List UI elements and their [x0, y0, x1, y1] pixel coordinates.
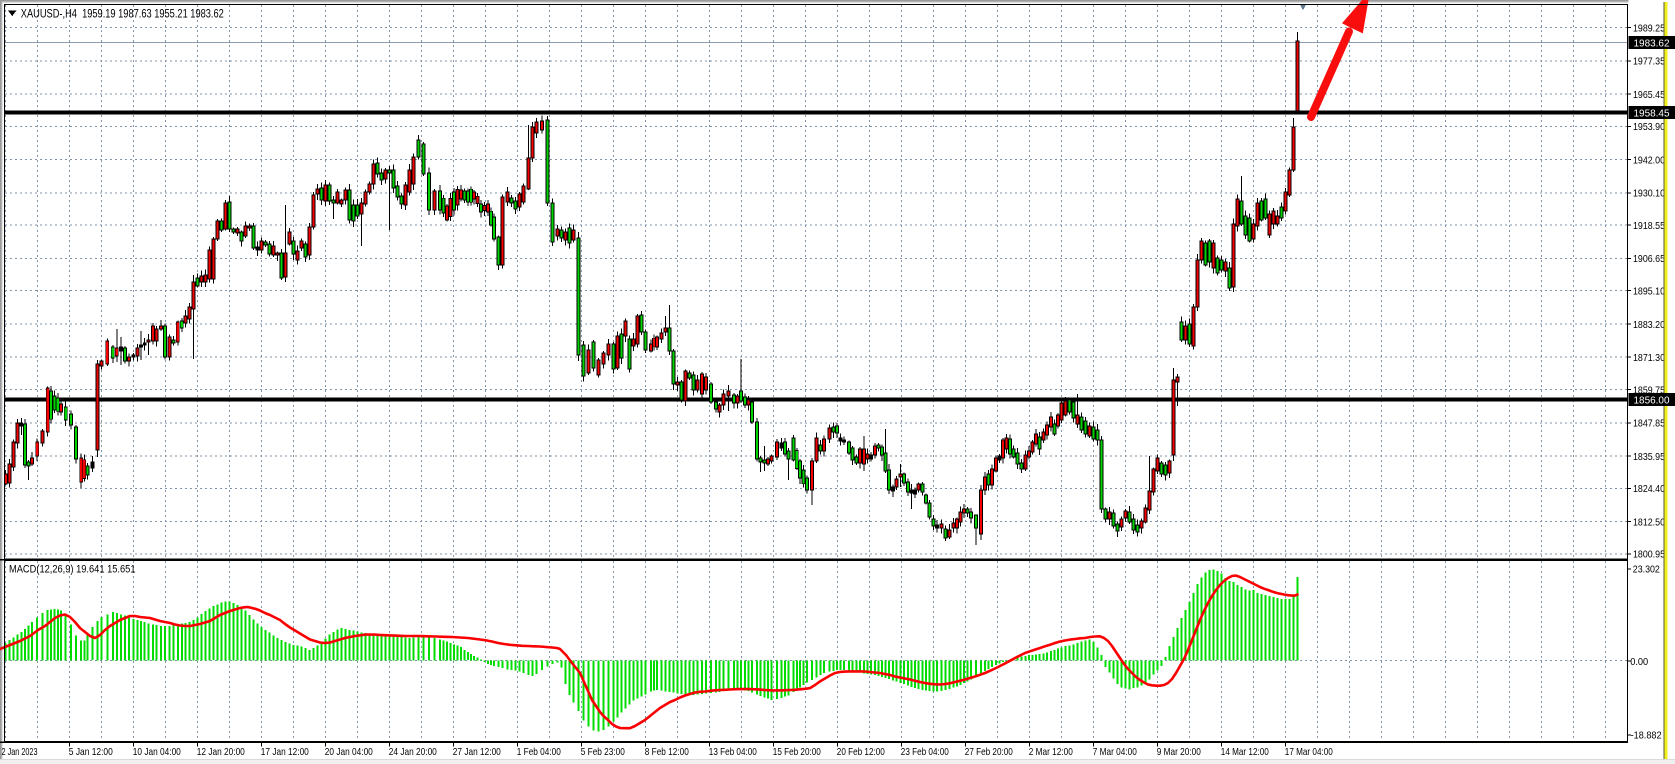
- svg-text:XAUUSD-,H4 1959.19 1987.63 19: XAUUSD-,H4 1959.19 1987.63 1955.21 1983.…: [21, 7, 224, 21]
- svg-text:1953.90: 1953.90: [1633, 121, 1665, 133]
- svg-text:27 Jan 12:00: 27 Jan 12:00: [453, 746, 501, 758]
- svg-text:1812.50: 1812.50: [1633, 516, 1665, 528]
- svg-text:1965.45: 1965.45: [1633, 89, 1665, 101]
- svg-text:1930.10: 1930.10: [1633, 188, 1665, 200]
- svg-text:7 Mar 04:00: 7 Mar 04:00: [1093, 746, 1137, 758]
- svg-text:9 Mar 20:00: 9 Mar 20:00: [1157, 746, 1201, 758]
- svg-text:13 Feb 04:00: 13 Feb 04:00: [709, 746, 757, 758]
- svg-text:1958.45: 1958.45: [1634, 108, 1670, 120]
- svg-text:-18.882: -18.882: [1631, 730, 1662, 742]
- svg-text:1983.62: 1983.62: [1634, 37, 1670, 49]
- svg-text:12 Jan 20:00: 12 Jan 20:00: [197, 746, 245, 758]
- svg-text:1 Feb 04:00: 1 Feb 04:00: [517, 746, 561, 758]
- svg-text:5 Feb 23:00: 5 Feb 23:00: [581, 746, 625, 758]
- svg-text:27 Feb 20:00: 27 Feb 20:00: [965, 746, 1013, 758]
- svg-text:1856.00: 1856.00: [1634, 395, 1670, 407]
- svg-text:1942.00: 1942.00: [1633, 154, 1665, 166]
- svg-text:20 Feb 12:00: 20 Feb 12:00: [837, 746, 885, 758]
- svg-text:1895.10: 1895.10: [1633, 286, 1665, 298]
- svg-text:15 Feb 20:00: 15 Feb 20:00: [773, 746, 821, 758]
- svg-text:1883.20: 1883.20: [1633, 319, 1665, 331]
- svg-text:1918.55: 1918.55: [1633, 220, 1665, 232]
- svg-text:1800.95: 1800.95: [1633, 549, 1665, 561]
- svg-text:2 Jan 2023: 2 Jan 2023: [2, 746, 38, 758]
- svg-text:1989.25: 1989.25: [1633, 22, 1665, 34]
- svg-text:8 Feb 12:00: 8 Feb 12:00: [645, 746, 689, 758]
- svg-text:17 Mar 04:00: 17 Mar 04:00: [1285, 746, 1333, 758]
- svg-text:1906.65: 1906.65: [1633, 253, 1665, 265]
- svg-text:14 Mar 12:00: 14 Mar 12:00: [1221, 746, 1269, 758]
- svg-text:1847.85: 1847.85: [1633, 418, 1665, 430]
- svg-text:5 Jan 12:00: 5 Jan 12:00: [69, 746, 113, 758]
- svg-text:24 Jan 20:00: 24 Jan 20:00: [389, 746, 437, 758]
- svg-text:1835.95: 1835.95: [1633, 451, 1665, 463]
- svg-text:0.00: 0.00: [1630, 656, 1648, 668]
- svg-text:1871.30: 1871.30: [1633, 352, 1665, 364]
- svg-text:2 Mar 12:00: 2 Mar 12:00: [1029, 746, 1073, 758]
- svg-text:17 Jan 12:00: 17 Jan 12:00: [261, 746, 309, 758]
- svg-text:1824.40: 1824.40: [1633, 483, 1665, 495]
- svg-text:10 Jan 04:00: 10 Jan 04:00: [133, 746, 181, 758]
- svg-text:23.302: 23.302: [1633, 564, 1660, 576]
- svg-text:1977.35: 1977.35: [1633, 56, 1665, 68]
- svg-text:20 Jan 04:00: 20 Jan 04:00: [325, 746, 373, 758]
- svg-text:23 Feb 04:00: 23 Feb 04:00: [901, 746, 949, 758]
- svg-text:MACD(12,26,9) 19.641 15.651: MACD(12,26,9) 19.641 15.651: [9, 564, 136, 576]
